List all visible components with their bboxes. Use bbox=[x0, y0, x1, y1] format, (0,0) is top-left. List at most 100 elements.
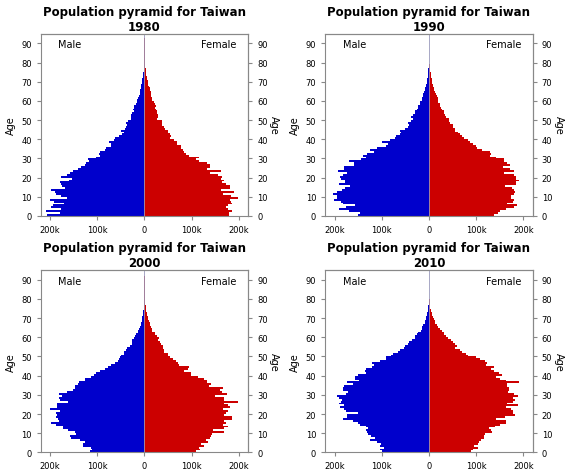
Bar bbox=[372, 435, 429, 437]
Bar bbox=[429, 397, 513, 399]
Bar bbox=[374, 365, 429, 367]
Bar bbox=[341, 178, 429, 180]
Bar bbox=[53, 205, 145, 207]
Bar bbox=[427, 311, 429, 313]
Bar bbox=[139, 96, 145, 98]
Bar bbox=[109, 142, 145, 144]
Bar bbox=[339, 397, 429, 399]
Bar bbox=[145, 170, 221, 172]
Bar bbox=[145, 117, 158, 119]
Bar bbox=[145, 111, 157, 113]
Bar bbox=[417, 109, 429, 111]
Bar bbox=[145, 437, 210, 439]
Bar bbox=[100, 155, 145, 157]
Bar bbox=[429, 357, 476, 358]
Bar bbox=[145, 132, 168, 134]
Bar bbox=[366, 429, 429, 431]
Bar bbox=[418, 332, 429, 334]
Bar bbox=[426, 86, 429, 88]
Bar bbox=[145, 155, 189, 157]
Bar bbox=[76, 433, 145, 435]
Bar bbox=[105, 368, 145, 370]
Bar bbox=[145, 414, 224, 416]
Bar bbox=[141, 324, 145, 326]
Bar bbox=[414, 119, 429, 121]
Bar bbox=[429, 209, 505, 211]
Bar bbox=[133, 109, 145, 111]
Bar bbox=[145, 446, 199, 449]
Bar bbox=[145, 401, 238, 403]
Bar bbox=[422, 100, 429, 102]
Y-axis label: Age: Age bbox=[6, 116, 15, 135]
Bar bbox=[118, 360, 145, 363]
Bar bbox=[429, 422, 506, 424]
Bar bbox=[429, 77, 431, 79]
Bar bbox=[429, 199, 514, 201]
Bar bbox=[99, 153, 145, 155]
Bar bbox=[96, 372, 145, 374]
Bar bbox=[429, 401, 513, 403]
Bar bbox=[429, 309, 431, 311]
Bar bbox=[339, 403, 429, 405]
Bar bbox=[429, 213, 498, 215]
Bar bbox=[91, 446, 145, 449]
Bar bbox=[145, 172, 211, 174]
Bar bbox=[63, 426, 145, 427]
Bar bbox=[143, 313, 145, 315]
Bar bbox=[429, 155, 490, 157]
Bar bbox=[145, 199, 230, 201]
Bar bbox=[145, 382, 207, 384]
Bar bbox=[401, 132, 429, 134]
Bar bbox=[145, 326, 151, 328]
Bar bbox=[345, 393, 429, 395]
Bar bbox=[145, 149, 183, 151]
Bar bbox=[393, 353, 429, 355]
Bar bbox=[429, 86, 434, 88]
Bar bbox=[72, 178, 145, 180]
Bar bbox=[145, 201, 231, 203]
Bar bbox=[429, 313, 432, 315]
Bar bbox=[145, 96, 151, 98]
Bar bbox=[145, 307, 146, 309]
Bar bbox=[145, 365, 179, 367]
Bar bbox=[429, 130, 455, 132]
Bar bbox=[59, 397, 145, 399]
Bar bbox=[426, 318, 429, 320]
Bar bbox=[339, 209, 429, 211]
Bar bbox=[145, 407, 229, 408]
Bar bbox=[429, 339, 451, 341]
Bar bbox=[380, 445, 429, 446]
Bar bbox=[429, 113, 444, 115]
Bar bbox=[349, 211, 429, 213]
Bar bbox=[429, 169, 510, 170]
Bar bbox=[56, 412, 145, 414]
Bar bbox=[380, 360, 429, 363]
Bar bbox=[348, 391, 429, 393]
Bar bbox=[60, 213, 145, 215]
Bar bbox=[355, 376, 429, 378]
Bar bbox=[429, 149, 481, 151]
Bar bbox=[429, 121, 448, 123]
Bar bbox=[358, 215, 429, 217]
Bar bbox=[145, 351, 164, 353]
Bar bbox=[341, 190, 429, 192]
Bar bbox=[429, 384, 506, 386]
Bar bbox=[145, 439, 207, 441]
Bar bbox=[51, 190, 145, 192]
Bar bbox=[145, 144, 176, 146]
Bar bbox=[145, 88, 150, 90]
Bar bbox=[358, 374, 429, 376]
Bar bbox=[429, 192, 516, 194]
Bar bbox=[415, 111, 429, 113]
Bar bbox=[79, 384, 145, 386]
Bar bbox=[429, 129, 455, 130]
Bar bbox=[145, 125, 162, 127]
Bar bbox=[395, 138, 429, 140]
Bar bbox=[139, 94, 145, 96]
Bar bbox=[413, 115, 429, 117]
Bar bbox=[67, 198, 145, 199]
Bar bbox=[429, 132, 459, 134]
Bar bbox=[145, 209, 228, 211]
Bar bbox=[79, 382, 145, 384]
Bar bbox=[145, 194, 224, 196]
